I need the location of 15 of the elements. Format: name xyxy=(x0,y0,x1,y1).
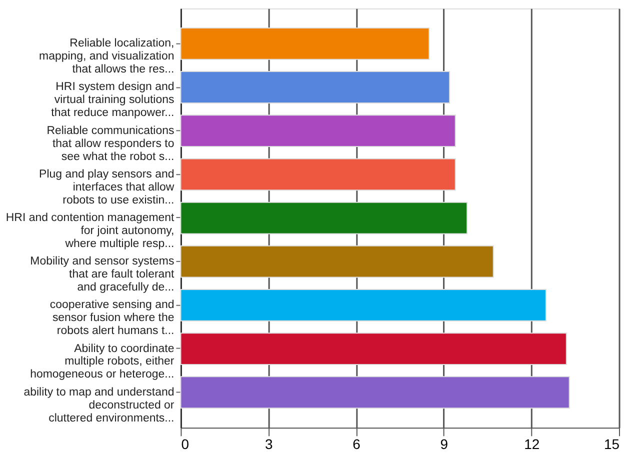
y-tick-label: HRI system design and virtual training solutions that reduce manpower... xyxy=(51,81,174,120)
y-tick-label: Mobility and sensor systems that are fault tolerant and gracefully de... xyxy=(30,256,176,294)
y-tick-label: Ability to coordinate multiple robots, either homogeneous or heteroge... xyxy=(30,342,174,381)
x-tick-label: 3 xyxy=(264,436,273,452)
x-tick-label: 12 xyxy=(524,436,540,452)
y-tick-label: HRI and contention management for joint autonomy, where multiple resp... xyxy=(6,212,176,250)
y-tick-label: ability to map and understand deconstructed or cluttered environments... xyxy=(24,386,174,424)
x-tick-label: 15 xyxy=(604,436,620,452)
y-tick-label: Reliable localization, mapping, and visualization that allows the res... xyxy=(39,38,174,76)
y-tick-label: Plug and play sensors and interfaces that allow robots to use existin... xyxy=(39,168,175,206)
x-tick-label: 6 xyxy=(352,436,361,452)
x-tick-label: 0 xyxy=(181,436,190,452)
y-tick-label: cooperative sensing and sensor fusion where the robots alert humans t... xyxy=(50,299,174,338)
y-tick-label: Reliable communications that allow responders to see what the robot s... xyxy=(46,124,174,163)
x-tick-label: 9 xyxy=(440,436,448,452)
